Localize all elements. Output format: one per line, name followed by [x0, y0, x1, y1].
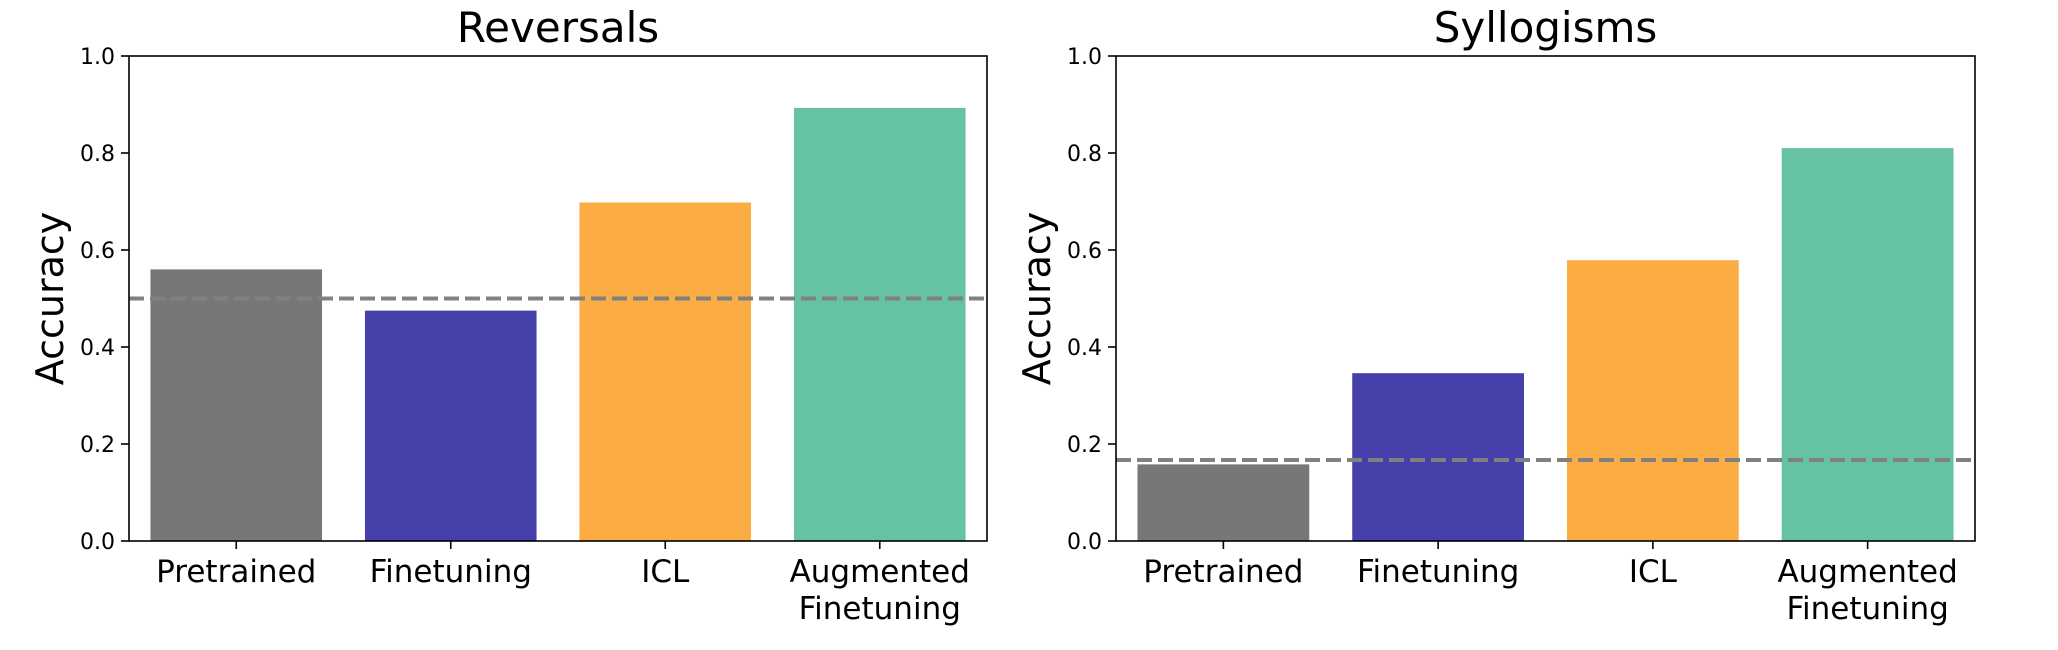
- syllogisms-axes-frame: [1115, 55, 1976, 542]
- syllogisms-bar-pretrained: [1137, 464, 1310, 541]
- reversals-chart-panel: 0.0 0.2 0.4 0.6 0.8 1.0 Pretrained Finetuning IC…: [28, 3, 989, 627]
- syllogisms-category-label: Augmented Finetuning: [1777, 554, 1957, 627]
- reversals-category-label-line: Finetuning: [799, 591, 961, 627]
- reversals-category-label-line: Pretrained: [156, 554, 316, 590]
- syllogisms-bar-finetuning: [1352, 373, 1525, 541]
- reversals-category-label-line: Augmented: [790, 554, 970, 590]
- syllogisms-ytick-label: 0.8: [1067, 142, 1102, 167]
- reversals-title: Reversals: [457, 3, 659, 52]
- reversals-category-label: Pretrained: [156, 554, 316, 590]
- reversals-ytick-label: 0.6: [80, 239, 115, 264]
- syllogisms-ytick-label: 0.6: [1067, 239, 1102, 264]
- syllogisms-category-label-line: Finetuning: [1357, 554, 1519, 590]
- reversals-category-label: ICL: [641, 554, 690, 590]
- syllogisms-ylabel: Accuracy: [1015, 212, 1059, 386]
- reversals-category-label: Finetuning: [370, 554, 532, 590]
- reversals-category-label: Augmented Finetuning: [790, 554, 970, 627]
- syllogisms-title: Syllogisms: [1434, 3, 1658, 52]
- reversals-category-label-line: Finetuning: [370, 554, 532, 590]
- syllogisms-ytick-label: 0.2: [1067, 433, 1102, 458]
- syllogisms-category-label-line: ICL: [1629, 554, 1678, 590]
- reversals-ylabel: Accuracy: [28, 212, 72, 386]
- reversals-ytick-label: 0.4: [80, 336, 115, 361]
- syllogisms-ytick-label: 1.0: [1067, 45, 1102, 70]
- syllogisms-category-label-line: Finetuning: [1786, 591, 1948, 627]
- syllogisms-category-label: Finetuning: [1357, 554, 1519, 590]
- reversals-axes-frame: [128, 55, 988, 542]
- syllogisms-category-label-line: Augmented: [1777, 554, 1957, 590]
- syllogisms-ytick-label: 0.0: [1067, 530, 1102, 555]
- reversals-category-label-line: ICL: [641, 554, 690, 590]
- reversals-bar-finetuning: [364, 310, 537, 542]
- reversals-bar-augmented-finetuning: [793, 107, 966, 541]
- syllogisms-chart-panel: 0.0 0.2 0.4 0.6 0.8 1.0 Pretrained Finetuning IC…: [1015, 3, 1977, 627]
- reversals-ytick-label: 0.0: [80, 530, 115, 555]
- reversals-bar-pretrained: [150, 269, 323, 541]
- syllogisms-category-label: Pretrained: [1143, 554, 1303, 590]
- syllogisms-bar-augmented-finetuning: [1781, 148, 1954, 541]
- reversals-ytick-label: 0.2: [80, 433, 115, 458]
- reversals-ytick-label: 1.0: [80, 45, 115, 70]
- reversals-ytick-label: 0.8: [80, 142, 115, 167]
- syllogisms-category-label: ICL: [1629, 554, 1678, 590]
- reversals-bar-icl: [579, 202, 752, 541]
- syllogisms-bar-icl: [1566, 260, 1739, 541]
- syllogisms-category-label-line: Pretrained: [1143, 554, 1303, 590]
- syllogisms-ytick-label: 0.4: [1067, 336, 1102, 361]
